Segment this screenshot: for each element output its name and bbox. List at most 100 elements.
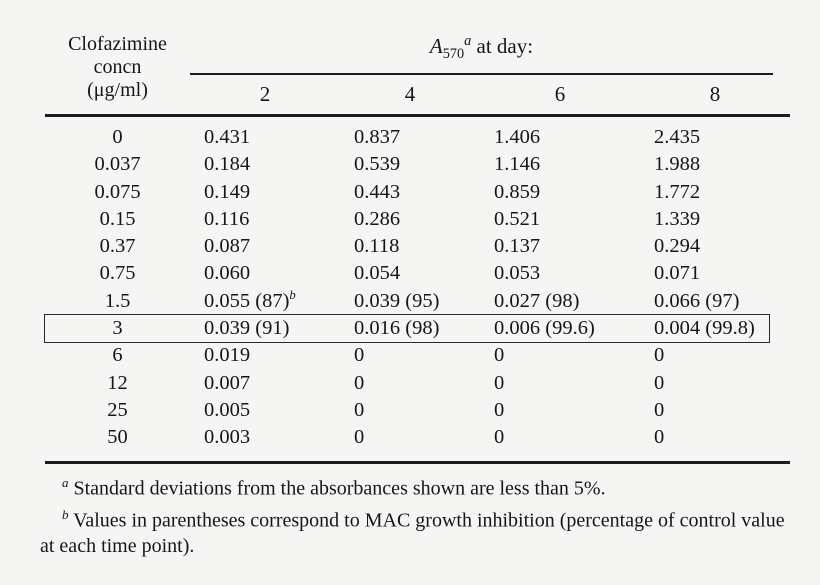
value-cell: 1.988 <box>654 153 701 176</box>
value-cell: 0.443 <box>354 180 401 203</box>
value-cell: 0.006 (99.6) <box>494 317 595 340</box>
table-row: 1.5 0.055 (87)b 0.039 (95) 0.027 (98) 0.… <box>45 288 790 315</box>
wavelength-subscript: 570 <box>442 46 465 63</box>
value-cell: 0 <box>494 344 505 367</box>
concn-cell: 1.5 <box>104 289 131 312</box>
table-row: 0 0.431 0.837 1.406 2.435 <box>45 124 790 151</box>
value-cell: 0 <box>494 398 505 421</box>
concn-header-line-1: Clofazimine <box>68 33 167 55</box>
value-cell: 0.039 (95) <box>354 289 440 312</box>
concn-cell: 6 <box>112 344 123 367</box>
value-cell: 1.772 <box>654 180 701 203</box>
concn-cell: 0.037 <box>94 153 141 176</box>
value-cell: 0.149 <box>204 180 251 203</box>
footnote-a-marker: a <box>62 475 69 490</box>
day-header-8: 8 <box>709 82 721 106</box>
day-header-4: 4 <box>404 82 416 106</box>
value-cell: 0.118 <box>354 235 400 258</box>
value-cell: 0.005 <box>204 398 251 421</box>
value-cell: 0 <box>654 344 665 367</box>
concn-cell: 12 <box>107 371 128 394</box>
value-cell: 0 <box>354 398 365 421</box>
value-cell: 0.054 <box>354 262 401 285</box>
table-body: 0 0.431 0.837 1.406 2.435 0.037 0.184 0.… <box>44 117 790 461</box>
footnote-b: b Values in parentheses correspond to MA… <box>40 502 795 560</box>
day-header-row: 2 4 6 8 <box>190 75 790 114</box>
table-row: 3 0.039 (91) 0.016 (98) 0.006 (99.6) 0.0… <box>44 314 790 344</box>
concn-header-line-2: concn <box>93 56 142 78</box>
value-cell: 0.039 (91) <box>204 317 290 340</box>
concn-cell: 0.37 <box>99 235 136 258</box>
absorbance-span-header: A570a at day: <box>190 33 773 75</box>
value-cell: 0.116 <box>204 207 250 230</box>
at-day-label: at day: <box>471 34 534 58</box>
table-row: 12 0.007 0 0 0 <box>45 370 790 397</box>
value-cell: 0.016 (98) <box>354 317 440 340</box>
footnotes: a Standard deviations from the absorbanc… <box>40 470 795 559</box>
value-cell: 0 <box>354 371 365 394</box>
concn-header-line-3: (μg/ml) <box>87 79 148 101</box>
table-row: 50 0.003 0 0 0 <box>45 424 790 451</box>
value-cell: 0.053 <box>494 262 541 285</box>
value-cell: 0.071 <box>654 262 701 285</box>
absorbance-symbol: A <box>429 34 443 58</box>
value-cell: 0.007 <box>204 371 251 394</box>
concn-cell: 0.15 <box>99 207 136 230</box>
value-cell: 0.027 (98) <box>494 289 580 312</box>
value-cell: 0 <box>494 426 505 449</box>
value-cell: 0 <box>654 398 665 421</box>
value-cell: 0.294 <box>654 235 701 258</box>
footnote-a-text: Standard deviations from the absorbances… <box>68 477 606 500</box>
day-header-2: 2 <box>259 82 271 106</box>
concn-cell: 0.075 <box>94 180 141 203</box>
value-cell: 0.539 <box>354 153 401 176</box>
table-row: 0.15 0.116 0.286 0.521 1.339 <box>45 206 790 233</box>
table-row: 0.75 0.060 0.054 0.053 0.071 <box>45 260 790 287</box>
footnote-a: a Standard deviations from the absorbanc… <box>40 470 795 502</box>
table-row: 0.075 0.149 0.443 0.859 1.772 <box>45 179 790 206</box>
value-cell: 0.184 <box>204 153 251 176</box>
value-cell: 0 <box>354 344 365 367</box>
value-cell: 0 <box>354 426 365 449</box>
concn-column-header: Clofazimine concn (μg/ml) <box>45 33 190 114</box>
value-cell: 0.137 <box>494 235 541 258</box>
concn-cell: 0.75 <box>99 262 136 285</box>
value-cell: 2.435 <box>654 126 701 148</box>
value-cell: 0.019 <box>204 344 251 367</box>
value-cell: 0.286 <box>354 207 401 230</box>
value-cell: 0.431 <box>204 126 251 148</box>
concn-cell: 3 <box>112 317 123 340</box>
footnote-b-text: Values in parentheses correspond to MAC … <box>40 509 785 558</box>
value-cell: 0.055 (87)b <box>204 287 296 312</box>
table-bottom-rule <box>45 460 790 464</box>
data-table: Clofazimine concn (μg/ml) A570a at day: … <box>44 0 790 464</box>
table-row: 6 0.019 0 0 0 <box>45 342 790 369</box>
value-cell: 1.339 <box>654 207 701 230</box>
table-row: 0.37 0.087 0.118 0.137 0.294 <box>45 233 790 260</box>
value-cell: 0.837 <box>354 126 401 148</box>
table-row: 25 0.005 0 0 0 <box>45 397 790 424</box>
footnote-b-ref: b <box>289 287 296 302</box>
value-cell: 0.087 <box>204 235 251 258</box>
value-cell: 0.004 (99.8) <box>654 317 755 340</box>
value-cell: 0 <box>654 371 665 394</box>
table-row: 0.037 0.184 0.539 1.146 1.988 <box>45 151 790 178</box>
concn-cell: 25 <box>107 398 128 421</box>
footnote-a-ref: a <box>464 33 472 49</box>
day-header-6: 6 <box>554 82 566 106</box>
table-header: Clofazimine concn (μg/ml) A570a at day: … <box>45 0 790 117</box>
value-cell: 0.521 <box>494 207 541 230</box>
value-cell: 1.146 <box>494 153 541 176</box>
absorbance-header-group: A570a at day: 2 4 6 8 <box>190 33 790 114</box>
footnote-b-marker: b <box>62 506 69 522</box>
concn-cell: 50 <box>107 426 128 449</box>
value-cell: 0.066 (97) <box>654 289 740 312</box>
value-cell: 0.060 <box>204 262 251 285</box>
value-cell: 0 <box>494 371 505 394</box>
concn-cell: 0 <box>112 126 123 148</box>
value-cell: 1.406 <box>494 126 541 148</box>
value-cell: 0.003 <box>204 426 251 449</box>
value-cell: 0 <box>654 426 665 449</box>
value-cell: 0.859 <box>494 180 541 203</box>
